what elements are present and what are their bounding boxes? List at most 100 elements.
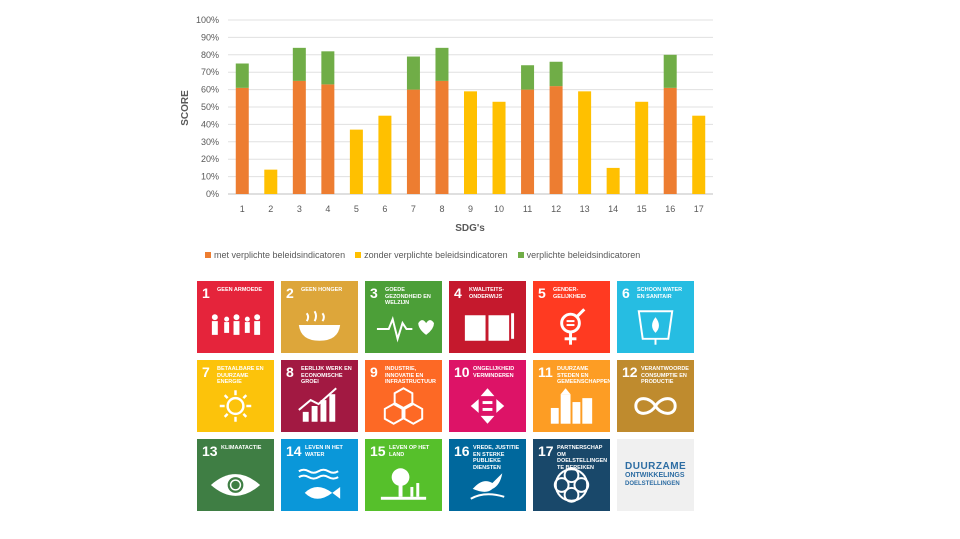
sdg-tile-12: 12 Verantwoorde consumptie en productie: [617, 360, 694, 432]
bars: [235, 47, 706, 194]
sdg-title: Geen armoede: [217, 287, 263, 293]
x-tick-label: 13: [580, 204, 590, 214]
sdg-number: 10: [454, 364, 470, 380]
bar-sdg-10-series-2: [492, 101, 506, 194]
dove-icon: [470, 473, 505, 500]
logo-text-1: DUURZAME: [625, 460, 687, 472]
y-tick-label: 100%: [196, 15, 219, 25]
x-tick-labels: 1 2 3 4 5 6 7 8 9 10 11 12 13 14 15 16 17: [240, 204, 704, 214]
bar-sdg-5-series-2: [349, 129, 363, 194]
fish-icon: [298, 468, 341, 499]
cubes-icon: [383, 387, 424, 425]
sdg-tile-1: 1 Geen armoede: [197, 281, 274, 353]
bar-sdg-12-series-1: [549, 86, 563, 194]
sdg-title: Vrede, justitie en sterke publieke diens…: [473, 445, 520, 471]
heartbeat-icon: [376, 315, 434, 343]
x-tick-label: 14: [608, 204, 618, 214]
legend-entry: met verplichte beleidsindicatoren: [205, 250, 345, 260]
x-tick-label: 3: [297, 204, 302, 214]
equal-arrows-icon: [470, 388, 505, 424]
sdg-number: 4: [454, 285, 462, 301]
sdg-title: Ongelijkheid verminderen: [473, 366, 515, 379]
sdg-number: 2: [286, 285, 294, 301]
sdg-tile-14: 14 Leven in het water: [281, 439, 358, 511]
bar-sdg-11-series-3: [521, 65, 535, 90]
sdg-tile-5: 5 Gender-gelijkheid: [533, 281, 610, 353]
y-tick-label: 20%: [201, 154, 219, 164]
bowl-icon: [298, 310, 341, 341]
x-tick-label: 6: [382, 204, 387, 214]
bar-sdg-4-series-3: [321, 51, 335, 85]
sdg-number: 12: [622, 364, 638, 380]
sdg-number: 9: [370, 364, 378, 380]
legend-label: met verplichte beleidsindicatoren: [214, 250, 346, 260]
sdg-title: Kwaliteits-onderwijs: [469, 287, 505, 300]
x-tick-label: 5: [354, 204, 359, 214]
sdg-title: Partnerschap om doelstellingen te bereik…: [557, 445, 608, 471]
sdg-number: 8: [286, 364, 294, 380]
sdg-tile-15: 15 Leven op het land: [365, 439, 442, 511]
x-tick-label: 16: [665, 204, 675, 214]
bar-sdg-16-series-3: [663, 54, 677, 88]
bar-sdg-8-series-3: [435, 47, 449, 81]
sdg-number: 17: [538, 443, 554, 459]
bar-sdg-14-series-2: [606, 167, 620, 194]
bar-sdg-7-series-1: [406, 89, 420, 194]
sdg-title: Gender-gelijkheid: [553, 287, 587, 300]
sdg-tile-11: 11 Duurzame steden en gemeenschappen: [533, 360, 610, 432]
y-tick-label: 90%: [201, 32, 219, 42]
bar-sdg-13-series-2: [578, 91, 592, 194]
legend-label: verplichte beleidsindicatoren: [526, 250, 641, 260]
bar-sdg-15-series-2: [635, 101, 649, 194]
bar-sdg-2-series-2: [264, 169, 278, 194]
sun-icon: [219, 390, 252, 422]
y-tick-label: 70%: [201, 67, 219, 77]
city-icon: [550, 388, 593, 424]
y-axis-label: SCORE: [180, 90, 191, 126]
x-tick-label: 12: [551, 204, 561, 214]
y-tick-label: 30%: [201, 137, 219, 147]
bar-sdg-17-series-2: [692, 115, 706, 194]
legend-swatch: [205, 252, 211, 258]
y-tick-label: 60%: [201, 85, 219, 95]
sdg-title: Betaalbare en duurzame energie: [217, 366, 264, 385]
sdg-title: Leven in het water: [305, 445, 343, 458]
legend-swatch: [355, 252, 362, 258]
bar-sdg-9-series-2: [464, 91, 477, 194]
logo-text-3: DOELSTELLINGEN: [625, 480, 680, 487]
y-tick-label: 0%: [206, 189, 219, 199]
sdg-tile-16: 16 Vrede, justitie en sterke publieke die…: [449, 439, 526, 511]
sdg-number: 14: [286, 443, 302, 459]
sdg-number: 5: [538, 285, 546, 301]
x-tick-label: 9: [468, 204, 473, 214]
logo-text-2: ONTWIKKELINGS: [625, 471, 685, 479]
bar-sdg-3-series-1: [292, 80, 306, 194]
eye-globe-icon: [210, 474, 261, 496]
sdg-title: Eerlijk werk en economische groei: [301, 366, 352, 385]
sdg-number: 13: [202, 443, 218, 459]
bar-sdg-6-series-2: [378, 115, 392, 194]
x-tick-label: 17: [694, 204, 704, 214]
sdg-tile-2: 2 Geen honger: [281, 281, 358, 353]
rings-icon: [553, 467, 590, 503]
sdg-tile-7: 7 Betaalbare en duurzame energie: [197, 360, 274, 432]
sdg-number: 11: [538, 364, 553, 380]
family-icon: [211, 314, 261, 335]
sdg-number: 7: [202, 364, 210, 380]
sdg-tiles-grid: 1 Geen armoede 2 Geen honger 3 Goede gezondhe…: [197, 281, 694, 511]
sdg-tile-4: 4 Kwaliteits-onderwijs: [449, 281, 526, 353]
bar-sdg-8-series-1: [435, 80, 449, 194]
sdg-tile-3: 3 Goede gezondheid en welzijn: [365, 281, 442, 353]
bar-sdg-4-series-1: [321, 84, 335, 194]
sdg-number: 16: [454, 443, 470, 459]
x-tick-label: 2: [268, 204, 273, 214]
bar-sdg-3-series-3: [292, 47, 306, 81]
sdg-tile-9: 9 Industrie, innovatie en infrastructuur: [365, 360, 442, 432]
legend-entry: zonder verplichte beleidsindicatoren: [355, 250, 508, 260]
chart-legend: met verplichte beleidsindicatoren zonder …: [205, 250, 640, 260]
sdg-title: Schoon water en sanitair: [637, 287, 683, 300]
sdg-title: Duurzame steden en gemeenschappen: [557, 366, 610, 385]
sdg-title: Industrie, innovatie en infrastructuur: [385, 366, 437, 385]
y-tick-label: 40%: [201, 119, 219, 129]
